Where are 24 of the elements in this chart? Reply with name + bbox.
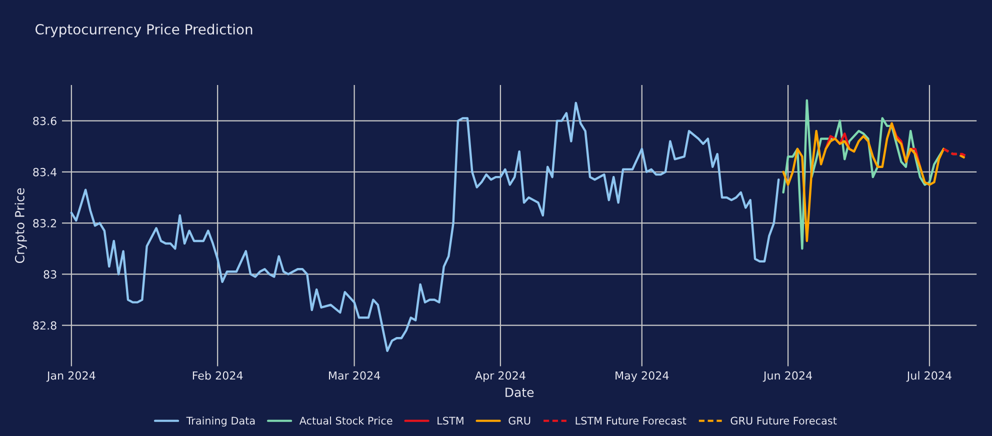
y-tick-label: 83.4: [33, 168, 57, 176]
y-axis-title: Crypto Price: [14, 188, 27, 264]
x-tick-label: May 2024: [616, 371, 669, 382]
line-series: [782, 99, 945, 250]
legend-label: LSTM Future Forecast: [576, 416, 686, 425]
legend-label: GRU: [508, 416, 530, 425]
legend-label: LSTM: [438, 416, 464, 425]
x-tick-label: Feb 2024: [192, 371, 243, 380]
x-tick-label: Jun 2024: [762, 371, 812, 382]
legend-label: Training Data: [186, 416, 255, 427]
legend-label: Actual Stock Price: [299, 416, 392, 425]
x-tick-label: Mar 2024: [329, 371, 380, 380]
line-series: [70, 102, 780, 352]
x-tick-label: Apr 2024: [475, 371, 526, 382]
legend-label: GRU Future Forecast: [730, 416, 837, 425]
y-tick-label: 83: [44, 270, 56, 279]
y-tick-label: 83.2: [33, 219, 56, 228]
y-tick-label: 83.6: [33, 116, 56, 126]
y-tick-label: 82.8: [33, 321, 56, 330]
line-series: [942, 148, 968, 158]
x-axis-title: Date: [506, 388, 534, 398]
x-tick-label: Jan 2024: [46, 371, 96, 382]
chart-title: Cryptocurrency Price Prediction: [36, 24, 252, 38]
x-tick-label: Jul 2024: [906, 371, 952, 382]
